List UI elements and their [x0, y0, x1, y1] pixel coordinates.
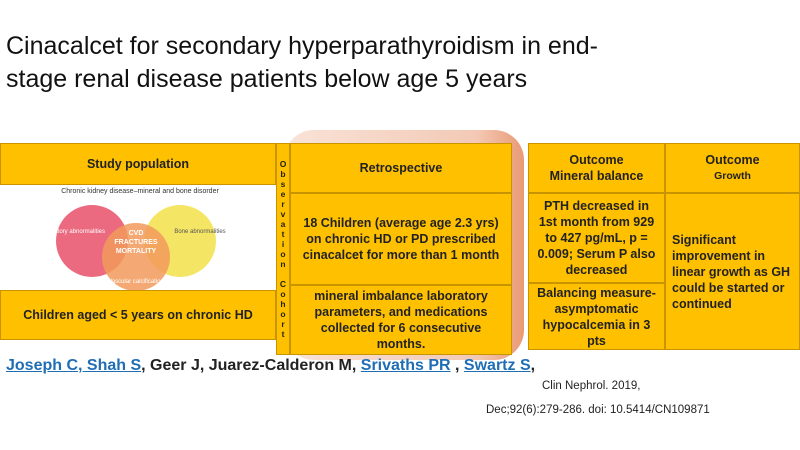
author-text: , Geer J, Juarez-Calderon M, [141, 357, 361, 374]
venn-diagram: Chronic kidney disease–mineral and bone … [39, 188, 226, 291]
header-line: Outcome [569, 153, 624, 167]
circle-label: Laboratory abnormalities [39, 229, 105, 235]
author-text: , [530, 357, 536, 374]
slide-title: Cinacalcet for secondary hyperparathyroi… [6, 32, 598, 93]
circle [102, 223, 170, 291]
authors: Joseph C, Shah S, Geer J, Juarez-Caldero… [6, 357, 535, 375]
mineral-header: Outcome Mineral balance [528, 143, 665, 193]
diagram-area: Chronic kidney disease–mineral and bone … [0, 185, 276, 291]
header-line: Outcome [705, 153, 760, 167]
mineral-row: PTH decreased in 1st month from 929 to 4… [528, 193, 665, 283]
author-text: , [450, 357, 464, 374]
center-label: CVD [129, 230, 144, 237]
growth-header: Outcome Growth [665, 143, 800, 193]
author-link[interactable]: Srivaths PR [360, 357, 451, 374]
design-label: Observation Cohort [276, 143, 290, 355]
design-row: 18 Children (average age 2.3 yrs) on chr… [290, 193, 512, 285]
growth-row: Significant improvement in linear growth… [665, 193, 800, 350]
center-label: MORTALITY [116, 248, 157, 255]
header-line: Growth [714, 170, 751, 182]
header-line: Mineral balance [549, 169, 644, 183]
mineral-row: Balancing measure- asymptomatic hypocalc… [528, 283, 665, 350]
author-link[interactable]: Joseph C, Shah S [6, 357, 142, 374]
design-header: Retrospective [290, 143, 512, 193]
author-link[interactable]: Swartz S [463, 357, 531, 374]
circle-label: Vascular calcification [108, 279, 164, 285]
population-header: Study population [0, 143, 276, 185]
population-note: Children aged < 5 years on chronic HD [0, 290, 276, 340]
center-label: FRACTURES [114, 239, 157, 246]
diagram-title: Chronic kidney disease–mineral and bone … [61, 188, 219, 195]
journal: Clin Nephrol. 2019, [542, 380, 641, 392]
circle-label: Bone abnormalities [174, 229, 225, 235]
design-row: mineral imbalance laboratory parameters,… [290, 285, 512, 355]
citation-details: Dec;92(6):279-286. doi: 10.5414/CN109871 [486, 404, 710, 416]
